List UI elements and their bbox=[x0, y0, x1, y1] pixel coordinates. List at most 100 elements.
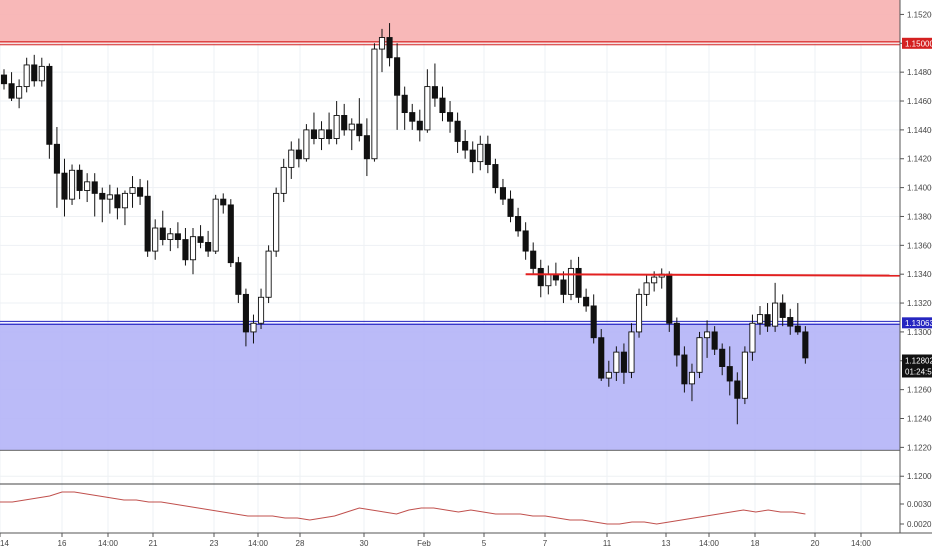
candle[interactable] bbox=[673, 317, 680, 367]
candle[interactable] bbox=[462, 129, 469, 159]
candle[interactable] bbox=[688, 363, 696, 402]
candle[interactable] bbox=[741, 346, 748, 405]
candle[interactable] bbox=[182, 228, 189, 266]
candle[interactable] bbox=[779, 294, 786, 327]
candle[interactable] bbox=[46, 63, 53, 159]
candle[interactable] bbox=[23, 57, 30, 93]
candle[interactable] bbox=[326, 112, 333, 145]
candle[interactable] bbox=[567, 259, 575, 301]
candle[interactable] bbox=[295, 138, 302, 168]
candle[interactable] bbox=[189, 228, 197, 275]
candle[interactable] bbox=[605, 360, 612, 387]
candle[interactable] bbox=[106, 184, 113, 214]
candle[interactable] bbox=[575, 256, 582, 304]
candle[interactable] bbox=[794, 303, 801, 335]
candle[interactable] bbox=[348, 118, 355, 151]
candle[interactable] bbox=[469, 141, 476, 174]
candle[interactable] bbox=[628, 323, 635, 379]
candle[interactable] bbox=[394, 43, 401, 130]
candle[interactable] bbox=[341, 103, 348, 136]
candle[interactable] bbox=[477, 135, 484, 171]
candle[interactable] bbox=[16, 79, 23, 109]
candle[interactable] bbox=[38, 57, 45, 87]
candle[interactable] bbox=[68, 164, 76, 205]
time-axis[interactable]: 14 16 14:00 21 23 14:00 28 30 Feb 5 7 11 13 14:00 18 20… bbox=[0, 532, 932, 548]
candle[interactable] bbox=[303, 124, 310, 162]
candle[interactable] bbox=[492, 158, 499, 194]
candle[interactable] bbox=[560, 271, 567, 304]
candlestick-series[interactable] bbox=[0, 23, 809, 425]
candle[interactable] bbox=[643, 274, 650, 306]
candle[interactable] bbox=[220, 193, 227, 214]
candle[interactable] bbox=[114, 187, 121, 220]
candle[interactable] bbox=[537, 259, 544, 298]
candle[interactable] bbox=[235, 256, 242, 304]
candle[interactable] bbox=[726, 346, 733, 396]
candle[interactable] bbox=[250, 314, 257, 344]
candle[interactable] bbox=[257, 288, 265, 330]
candle[interactable] bbox=[719, 343, 726, 376]
candle[interactable] bbox=[31, 54, 38, 87]
candle[interactable] bbox=[363, 118, 370, 177]
candle[interactable] bbox=[484, 135, 491, 174]
candle[interactable] bbox=[787, 308, 794, 335]
candle[interactable] bbox=[522, 222, 529, 260]
candle[interactable] bbox=[371, 43, 378, 162]
candle[interactable] bbox=[76, 164, 83, 200]
candle[interactable] bbox=[704, 320, 711, 358]
resistance-trendline[interactable] bbox=[525, 273, 901, 277]
candle[interactable] bbox=[416, 109, 423, 142]
candle[interactable] bbox=[681, 346, 688, 393]
candle[interactable] bbox=[144, 180, 151, 257]
candle[interactable] bbox=[590, 294, 597, 344]
candle[interactable] bbox=[318, 121, 325, 151]
candle[interactable] bbox=[386, 23, 393, 67]
candle[interactable] bbox=[696, 331, 703, 379]
candle[interactable] bbox=[635, 288, 643, 338]
candle[interactable] bbox=[802, 326, 809, 364]
candle[interactable] bbox=[265, 245, 272, 304]
candle[interactable] bbox=[91, 173, 98, 217]
candle[interactable] bbox=[749, 314, 756, 361]
candle[interactable] bbox=[167, 228, 174, 252]
candle[interactable] bbox=[598, 329, 605, 381]
candle[interactable] bbox=[530, 242, 537, 275]
candle[interactable] bbox=[8, 72, 15, 102]
candle[interactable] bbox=[454, 112, 461, 153]
candle[interactable] bbox=[212, 194, 219, 254]
candle[interactable] bbox=[152, 219, 159, 260]
candle[interactable] bbox=[666, 271, 673, 332]
candle[interactable] bbox=[583, 288, 590, 312]
candle[interactable] bbox=[424, 69, 431, 133]
candle[interactable] bbox=[378, 28, 386, 73]
candle[interactable] bbox=[772, 282, 779, 332]
candle[interactable] bbox=[734, 372, 741, 425]
candle[interactable] bbox=[499, 178, 507, 205]
candle[interactable] bbox=[197, 225, 204, 249]
candle[interactable] bbox=[129, 176, 136, 208]
candle[interactable] bbox=[137, 178, 144, 205]
candle[interactable] bbox=[431, 63, 438, 107]
candle[interactable] bbox=[446, 101, 454, 133]
candle[interactable] bbox=[620, 343, 627, 384]
candle[interactable] bbox=[273, 187, 280, 257]
candle[interactable] bbox=[84, 173, 91, 203]
candle[interactable] bbox=[439, 86, 446, 122]
candle[interactable] bbox=[310, 112, 318, 145]
candle[interactable] bbox=[515, 207, 522, 237]
candle[interactable] bbox=[756, 305, 764, 335]
candle[interactable] bbox=[227, 199, 234, 267]
candle[interactable] bbox=[159, 210, 166, 246]
candle[interactable] bbox=[409, 103, 416, 130]
candle[interactable] bbox=[242, 288, 249, 347]
candle[interactable] bbox=[53, 126, 60, 208]
candle[interactable] bbox=[99, 187, 106, 223]
candle[interactable] bbox=[280, 158, 287, 203]
candle[interactable] bbox=[764, 303, 771, 332]
candle[interactable] bbox=[205, 230, 212, 257]
candle[interactable] bbox=[174, 222, 181, 249]
candle[interactable] bbox=[288, 141, 295, 179]
candle[interactable] bbox=[356, 98, 363, 142]
candle[interactable] bbox=[0, 69, 8, 90]
